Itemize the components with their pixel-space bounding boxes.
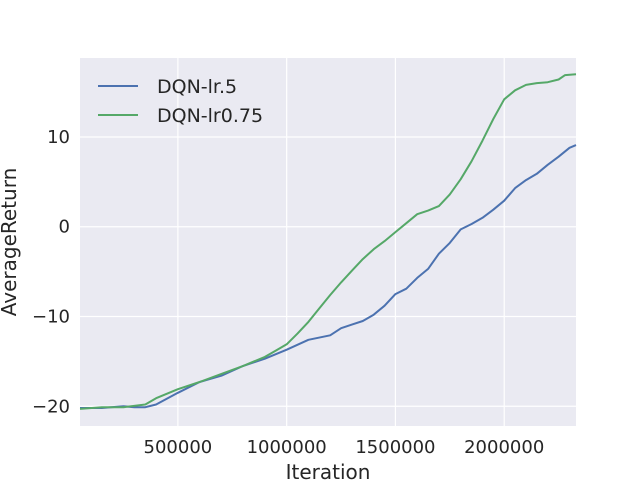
x-axis-label: Iteration (286, 460, 371, 480)
x-tick-label: 500000 (144, 437, 213, 458)
series-layer (79, 73, 577, 410)
x-tick-label: 1500000 (355, 437, 435, 458)
gridlines (80, 58, 576, 426)
y-tick-label: 0 (59, 217, 70, 238)
y-tick-labels: −20 −10 0 10 (32, 127, 70, 417)
y-tick-label: −10 (32, 306, 70, 327)
plot-background (80, 58, 576, 426)
y-axis-label: AverageReturn (0, 168, 21, 317)
x-tick-label: 2000000 (464, 437, 544, 458)
y-tick-label: 10 (47, 127, 70, 148)
y-tick-label: −20 (32, 396, 70, 417)
x-tick-label: 1000000 (247, 437, 327, 458)
legend-label: DQN-lr.5 (157, 76, 237, 98)
legend: DQN-lr.5 DQN-lr0.75 (98, 76, 263, 127)
series-line-1 (80, 144, 577, 409)
series-line-2 (79, 73, 577, 410)
x-tick-labels: 500000 1000000 1500000 2000000 (144, 437, 545, 458)
legend-label: DQN-lr0.75 (157, 105, 263, 127)
